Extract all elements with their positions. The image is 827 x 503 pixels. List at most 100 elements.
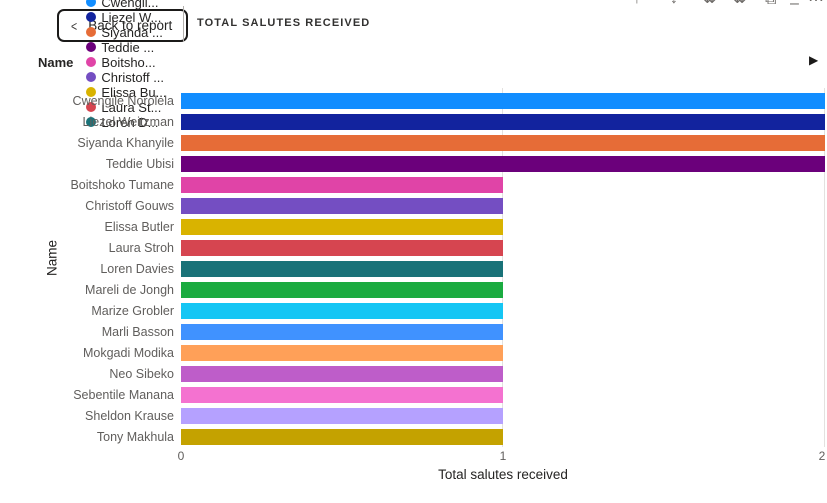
bar-row: Neo Sibeko — [0, 363, 827, 384]
y-axis-label: Siyanda Khanyile — [77, 135, 174, 150]
legend-item-label: Boitsho... — [101, 54, 156, 70]
bar-row: Loren Davies — [0, 258, 827, 279]
y-axis-label: Liezel Weitzman — [82, 114, 174, 129]
legend-item[interactable]: Cwengil... — [86, 0, 166, 10]
bar[interactable] — [181, 134, 825, 151]
bar-row: Boitshoko Tumane — [0, 174, 827, 195]
y-axis-label: Christoff Gouws — [85, 198, 174, 213]
legend-item-label: Elissa Bu... — [101, 84, 167, 100]
copy-icon[interactable]: ⧉ — [765, 0, 776, 8]
y-axis-label: Cwengile Norolela — [72, 93, 174, 108]
bar-row: Christoff Gouws — [0, 195, 827, 216]
bar-row: Elissa Butler — [0, 216, 827, 237]
bar[interactable] — [181, 407, 503, 424]
expand-all-icon[interactable]: ⇊ — [733, 0, 746, 7]
bar-row: Laura Stroh — [0, 237, 827, 258]
legend-dot-icon — [86, 0, 97, 7]
legend-dot-icon — [86, 12, 97, 22]
bar-row: Sebentile Manana — [0, 384, 827, 405]
bar[interactable] — [181, 197, 503, 214]
legend-dot-icon — [86, 102, 97, 112]
bar-row: Siyanda Khanyile — [0, 132, 827, 153]
more-options-icon[interactable]: ⋯ — [808, 0, 824, 9]
legend-items: Cwengil... Liezel W... Siyanda ... Teddie .… — [86, 0, 180, 130]
legend-dot-icon — [86, 72, 97, 82]
legend-item[interactable]: Elissa Bu... — [86, 85, 166, 100]
legend-item-label: Siyanda ... — [101, 24, 163, 40]
legend-item-label: Liezel W... — [101, 9, 162, 25]
bar-row: Liezel Weitzman — [0, 111, 827, 132]
bar[interactable] — [181, 92, 825, 109]
y-axis-label: Boitshoko Tumane — [70, 177, 174, 192]
legend-dot-icon — [86, 27, 97, 37]
go-to-next-level-icon[interactable]: ⇊ — [703, 0, 716, 7]
bar[interactable] — [181, 176, 503, 193]
drill-up-icon[interactable]: ↑ — [633, 0, 641, 7]
y-axis-label: Marli Basson — [101, 324, 174, 339]
legend-dot-icon — [86, 57, 97, 67]
legend-item[interactable]: Christoff ... — [86, 70, 166, 85]
y-axis-label: Laura Stroh — [108, 240, 174, 255]
bar-row: Teddie Ubisi — [0, 153, 827, 174]
bar-row: Mokgadi Modika — [0, 342, 827, 363]
bar-row: Sheldon Krause — [0, 405, 827, 426]
visual-title: TOTAL SALUTES RECEIVED — [197, 17, 371, 29]
header-divider — [183, 6, 184, 42]
legend-item[interactable]: Loren D... — [86, 115, 166, 130]
bar[interactable] — [181, 323, 503, 340]
bar[interactable] — [181, 386, 503, 403]
legend: Name Cwengil... Liezel W... Siyanda ... Ted… — [38, 0, 180, 130]
y-axis-label: Mokgadi Modika — [82, 345, 174, 360]
bar[interactable] — [181, 218, 503, 235]
bar-row: Cwengile Norolela — [0, 90, 827, 111]
bar[interactable] — [181, 155, 825, 172]
minimize-icon[interactable]: – — [790, 0, 799, 12]
legend-item-label: Loren D... — [101, 114, 159, 130]
legend-item[interactable]: Boitsho... — [86, 55, 166, 70]
bar-row: Tony Makhula — [0, 426, 827, 447]
x-axis-title: Total salutes received — [438, 467, 568, 482]
y-axis-label: Neo Sibeko — [109, 366, 174, 381]
bar-row: Mareli de Jongh — [0, 279, 827, 300]
back-to-report-button[interactable]: < Back to report — [57, 9, 189, 42]
y-axis-label: Sheldon Krause — [85, 408, 174, 423]
x-axis-tick-label: 1 — [499, 449, 507, 463]
bar[interactable] — [181, 365, 503, 382]
legend-item[interactable]: Teddie ... — [86, 40, 166, 55]
chevron-left-icon: < — [71, 17, 78, 34]
back-to-report-label: Back to report — [88, 18, 173, 33]
bar-row: Marize Grobler — [0, 300, 827, 321]
legend-item-label: Christoff ... — [101, 69, 165, 85]
y-axis-label: Marize Grobler — [91, 303, 174, 318]
bar[interactable] — [181, 344, 503, 361]
bar[interactable] — [181, 239, 503, 256]
y-axis-label: Teddie Ubisi — [105, 156, 174, 171]
legend-item-label: Teddie ... — [101, 39, 155, 55]
legend-dot-icon — [86, 87, 97, 97]
legend-dot-icon — [86, 117, 97, 127]
legend-item[interactable]: Liezel W... — [86, 10, 166, 25]
y-axis-label: Loren Davies — [100, 261, 174, 276]
bar[interactable] — [181, 302, 503, 319]
bar[interactable] — [181, 113, 825, 130]
bar[interactable] — [181, 260, 503, 277]
legend-next-arrow-icon[interactable]: ▶ — [809, 53, 819, 67]
legend-item-label: Cwengil... — [101, 0, 159, 10]
drill-down-icon[interactable]: ↓ — [670, 0, 678, 7]
legend-item[interactable]: Siyanda ... — [86, 25, 166, 40]
bar-rows: Cwengile Norolela Liezel Weitzman Siyanda … — [0, 90, 827, 447]
y-axis-label: Mareli de Jongh — [85, 282, 174, 297]
gridline — [824, 88, 825, 447]
legend-item-label: Laura St... — [101, 99, 162, 115]
legend-title: Name — [38, 54, 74, 70]
x-axis-tick-label: 2 — [818, 449, 826, 463]
y-axis-title: Name — [44, 239, 60, 277]
legend-item[interactable]: Laura St... — [86, 100, 166, 115]
bar[interactable] — [181, 428, 503, 445]
bar-row: Marli Basson — [0, 321, 827, 342]
legend-dot-icon — [86, 42, 97, 52]
x-axis-tick-label: 0 — [177, 449, 185, 463]
y-axis-label: Tony Makhula — [96, 429, 174, 444]
bar[interactable] — [181, 281, 503, 298]
